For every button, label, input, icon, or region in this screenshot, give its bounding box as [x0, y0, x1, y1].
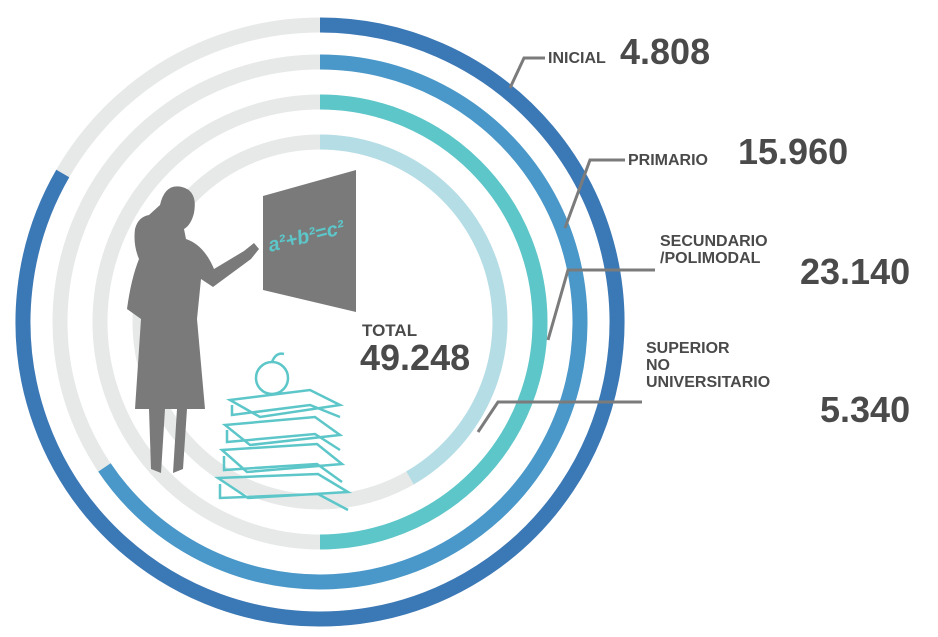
leader-line: [476, 400, 642, 433]
leader-line: [508, 56, 545, 89]
ring-arc: [98, 54, 588, 590]
ring-arc: [319, 134, 508, 485]
category-label: SUPERIOR: [646, 340, 730, 357]
ring-arc: [319, 94, 548, 550]
total-value: 49.248: [360, 337, 470, 378]
value-label: 4.808: [620, 31, 710, 72]
category-label: PRIMARIO: [628, 152, 708, 169]
books: [214, 352, 353, 512]
category-label: INICIAL: [548, 50, 606, 67]
category-label: NO: [646, 357, 670, 374]
category-label: /POLIMODAL: [660, 250, 761, 267]
blackboard: [263, 170, 356, 312]
teacher: a²+b²=c²: [127, 170, 356, 473]
teacher-silhouette: [127, 186, 259, 473]
category-label: UNIVERSITARIO: [646, 374, 770, 391]
value-label: 15.960: [738, 131, 848, 172]
rings: [15, 17, 625, 627]
value-label: 5.340: [820, 389, 910, 430]
leader-line: [563, 158, 625, 229]
value-label: 23.140: [800, 251, 910, 292]
category-label: SECUNDARIO: [660, 233, 768, 250]
ring-arc: [15, 17, 625, 627]
total-label: TOTAL: [362, 321, 417, 340]
leader-line: [546, 268, 655, 341]
